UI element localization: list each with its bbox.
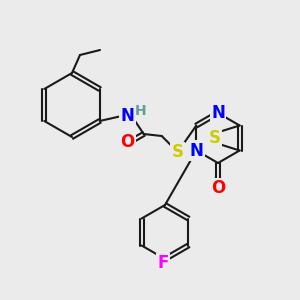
Text: N: N xyxy=(121,107,135,125)
Text: N: N xyxy=(211,104,225,122)
Text: O: O xyxy=(121,133,135,151)
Text: S: S xyxy=(172,143,184,161)
Text: O: O xyxy=(211,179,225,197)
Text: S: S xyxy=(209,129,221,147)
Text: F: F xyxy=(157,254,169,272)
Text: N: N xyxy=(189,142,203,160)
Text: H: H xyxy=(135,104,146,118)
